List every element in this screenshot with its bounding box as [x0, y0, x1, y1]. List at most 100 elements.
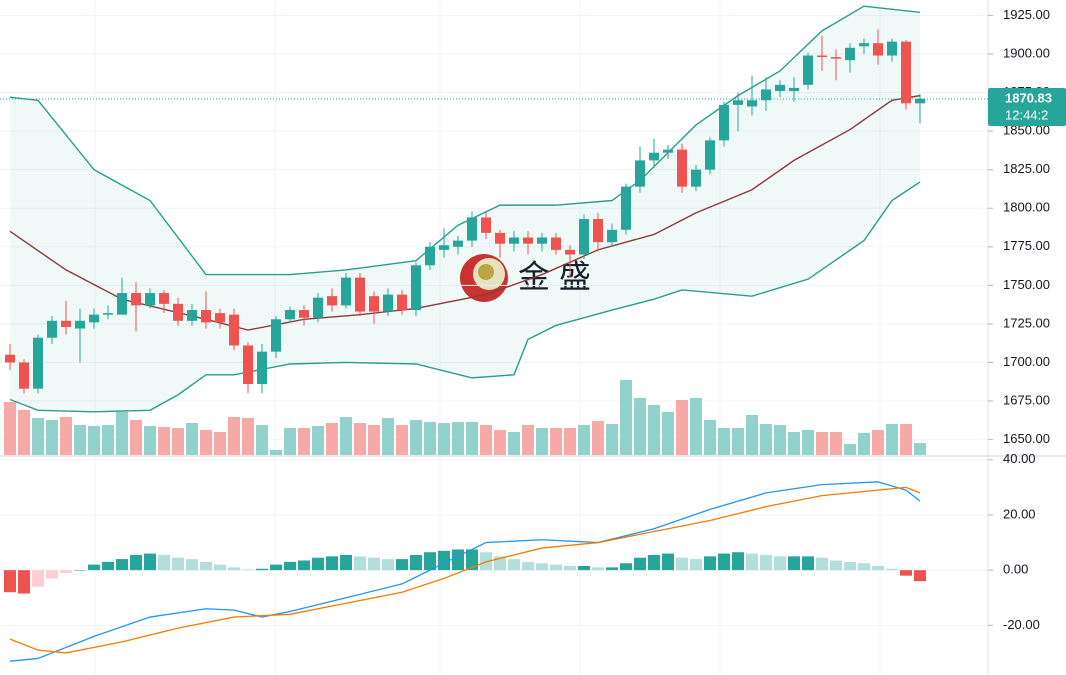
macd-bar — [200, 561, 212, 571]
macd-bar — [788, 556, 800, 571]
volume-bar — [914, 443, 926, 455]
candle-body — [747, 100, 757, 107]
candle-body — [467, 217, 477, 241]
volume-bar — [424, 422, 436, 455]
candle-body — [579, 219, 589, 255]
volume-bar — [830, 432, 842, 455]
candle-body — [131, 293, 141, 306]
candle-body — [915, 98, 925, 104]
macd-bar — [186, 559, 198, 571]
volume-bar — [494, 430, 506, 455]
volume-bar — [788, 432, 800, 455]
y-tick-label: 1850.00 — [1003, 123, 1050, 138]
candle-body — [33, 337, 43, 389]
volume-bar — [606, 424, 618, 455]
macd-bar — [872, 566, 884, 571]
y-tick-label: 0.00 — [1003, 562, 1028, 577]
candle-body — [327, 296, 337, 306]
macd-bar — [214, 564, 226, 571]
candle-body — [439, 245, 449, 250]
macd-bar — [900, 570, 912, 576]
y-tick-label: 1825.00 — [1003, 161, 1050, 176]
volume-bar — [88, 426, 100, 455]
volume-bar — [760, 424, 772, 455]
volume-bar — [4, 402, 16, 455]
candle-body — [411, 265, 421, 311]
macd-bar — [704, 556, 716, 571]
volume-bar — [410, 420, 422, 455]
candle-body — [705, 140, 715, 170]
volume-bar — [676, 400, 688, 455]
candle-body — [593, 219, 603, 243]
candle-body — [369, 296, 379, 312]
macd-bar — [592, 567, 604, 571]
volume-bar — [732, 428, 744, 455]
band-line — [9, 5, 921, 276]
volume-bar — [228, 417, 240, 455]
candle-body — [691, 169, 701, 187]
volume-bar — [144, 426, 156, 455]
candle-body — [523, 237, 533, 244]
band-fill — [10, 6, 920, 412]
candle-body — [845, 47, 855, 61]
candle-body — [243, 345, 253, 385]
macd-bar — [396, 559, 408, 571]
y-tick-label: 1700.00 — [1003, 354, 1050, 369]
macd-bar — [816, 557, 828, 571]
volume-bar — [60, 417, 72, 455]
candle-body — [19, 362, 29, 389]
volume-bar — [536, 428, 548, 455]
volume-bar — [480, 425, 492, 455]
candle-body — [509, 237, 519, 244]
volume-bar — [214, 432, 226, 455]
candle-body — [61, 320, 71, 327]
macd-bar — [732, 552, 744, 571]
candle-body — [383, 294, 393, 312]
macd-bar — [88, 564, 100, 571]
macd-bar — [522, 561, 534, 571]
volume-bar — [326, 423, 338, 455]
candle-body — [551, 237, 561, 250]
price-tag-time: 12:44:2 — [1005, 107, 1048, 122]
volume-bar — [298, 428, 310, 455]
candle-body — [257, 351, 267, 385]
macd-bar — [228, 567, 240, 571]
y-tick-label: 1750.00 — [1003, 277, 1050, 292]
candle-body — [145, 293, 155, 306]
candle-body — [299, 310, 309, 318]
candle-body — [789, 87, 799, 91]
volume-bar — [158, 427, 170, 455]
macd-bar — [102, 561, 114, 571]
macd-bar — [718, 553, 730, 571]
candle-body — [719, 104, 729, 141]
volume-bar — [200, 430, 212, 455]
volume-bar — [46, 420, 58, 455]
volume-bar — [354, 423, 366, 455]
volume-bar — [844, 444, 856, 455]
macd-bar — [284, 561, 296, 571]
macd-bar — [172, 557, 184, 571]
volume-bar — [32, 418, 44, 455]
macd-bar — [256, 568, 268, 571]
y-tick-label: 1675.00 — [1003, 392, 1050, 407]
candle-body — [187, 310, 197, 321]
y-tick-label: 1725.00 — [1003, 315, 1050, 330]
macd-bar — [536, 563, 548, 571]
volume-bar — [102, 425, 114, 455]
candle-body — [495, 232, 505, 244]
y-tick-label: 40.00 — [1003, 451, 1036, 466]
volume-bar — [634, 398, 646, 455]
macd-bar — [298, 560, 310, 571]
candle-body — [285, 310, 295, 320]
volume-bar — [592, 421, 604, 455]
volume-bar — [858, 433, 870, 455]
macd-line — [9, 486, 921, 654]
candle-body — [481, 217, 491, 233]
candle-body — [47, 320, 57, 338]
macd-bar — [130, 554, 142, 571]
volume-bar — [564, 428, 576, 455]
macd-bar — [270, 564, 282, 571]
candle-body — [173, 303, 183, 321]
macd-bar — [18, 570, 30, 594]
